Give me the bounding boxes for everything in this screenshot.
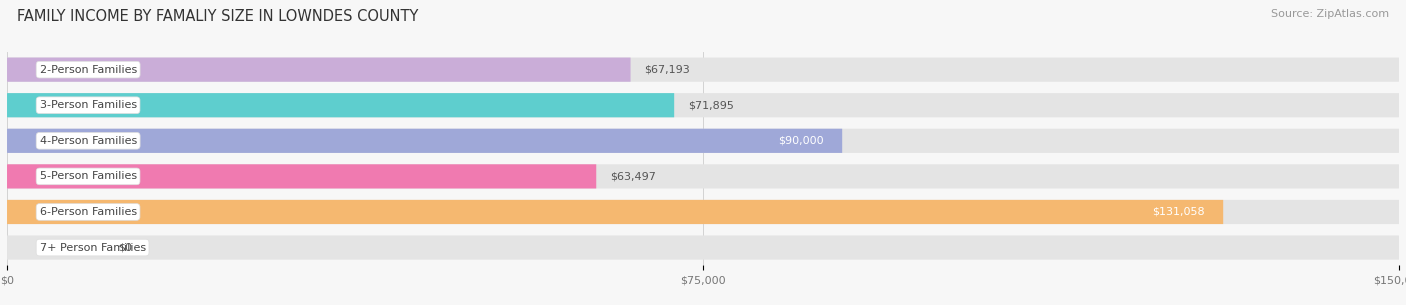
FancyBboxPatch shape <box>7 200 1399 224</box>
Text: FAMILY INCOME BY FAMALIY SIZE IN LOWNDES COUNTY: FAMILY INCOME BY FAMALIY SIZE IN LOWNDES… <box>17 9 418 24</box>
Text: $63,497: $63,497 <box>610 171 657 181</box>
FancyBboxPatch shape <box>7 235 1399 260</box>
Text: 5-Person Families: 5-Person Families <box>39 171 136 181</box>
Text: 3-Person Families: 3-Person Families <box>39 100 136 110</box>
FancyBboxPatch shape <box>7 93 1399 117</box>
FancyBboxPatch shape <box>7 58 1399 82</box>
Text: 7+ Person Families: 7+ Person Families <box>39 242 146 253</box>
FancyBboxPatch shape <box>7 129 1399 153</box>
Text: $131,058: $131,058 <box>1152 207 1205 217</box>
FancyBboxPatch shape <box>7 93 675 117</box>
Text: $67,193: $67,193 <box>644 65 690 75</box>
FancyBboxPatch shape <box>7 164 1399 188</box>
Text: 6-Person Families: 6-Person Families <box>39 207 136 217</box>
Text: Source: ZipAtlas.com: Source: ZipAtlas.com <box>1271 9 1389 19</box>
FancyBboxPatch shape <box>7 58 630 82</box>
Text: 2-Person Families: 2-Person Families <box>39 65 136 75</box>
FancyBboxPatch shape <box>7 164 596 188</box>
Text: $71,895: $71,895 <box>688 100 734 110</box>
FancyBboxPatch shape <box>7 200 1223 224</box>
Text: 4-Person Families: 4-Person Families <box>39 136 136 146</box>
Text: $90,000: $90,000 <box>778 136 824 146</box>
Text: $0: $0 <box>118 242 132 253</box>
FancyBboxPatch shape <box>7 129 842 153</box>
